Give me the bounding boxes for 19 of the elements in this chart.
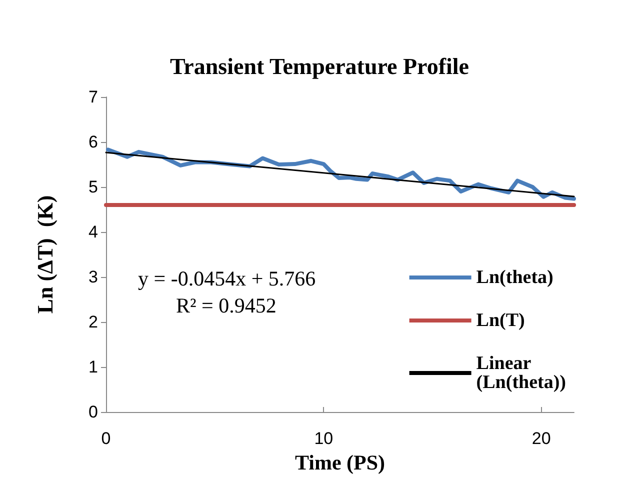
y-tick-label: 2 — [88, 312, 98, 332]
legend-label: Ln(theta) — [476, 267, 554, 288]
x-axis-title: Time (PS) — [294, 450, 386, 474]
legend-label: Ln(T) — [476, 310, 525, 331]
y-tick-label: 7 — [88, 88, 98, 106]
annotation: y = -0.0454x + 5.766 — [138, 266, 316, 290]
x-tick-label: 10 — [314, 429, 334, 448]
legend-label: Linear (Ln(theta)) — [476, 353, 566, 393]
y-tick-label: 6 — [88, 132, 98, 152]
y-tick-label: 3 — [88, 268, 98, 286]
y-tick-label: 5 — [88, 178, 98, 196]
annotation: R² = 0.9452 — [176, 294, 276, 318]
y-tick-label: 0 — [88, 402, 98, 422]
x-tick-label: 20 — [532, 429, 551, 448]
chart-title: Transient Temperature Profile — [170, 54, 469, 79]
y-tick-label: 4 — [88, 222, 98, 242]
y-tick-label: 1 — [88, 358, 98, 376]
y-axis-title: Ln (ΔT) (K) — [32, 195, 58, 314]
x-tick-label: 0 — [101, 429, 111, 448]
